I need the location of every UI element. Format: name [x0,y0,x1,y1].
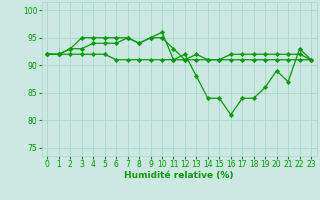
X-axis label: Humidité relative (%): Humidité relative (%) [124,171,234,180]
